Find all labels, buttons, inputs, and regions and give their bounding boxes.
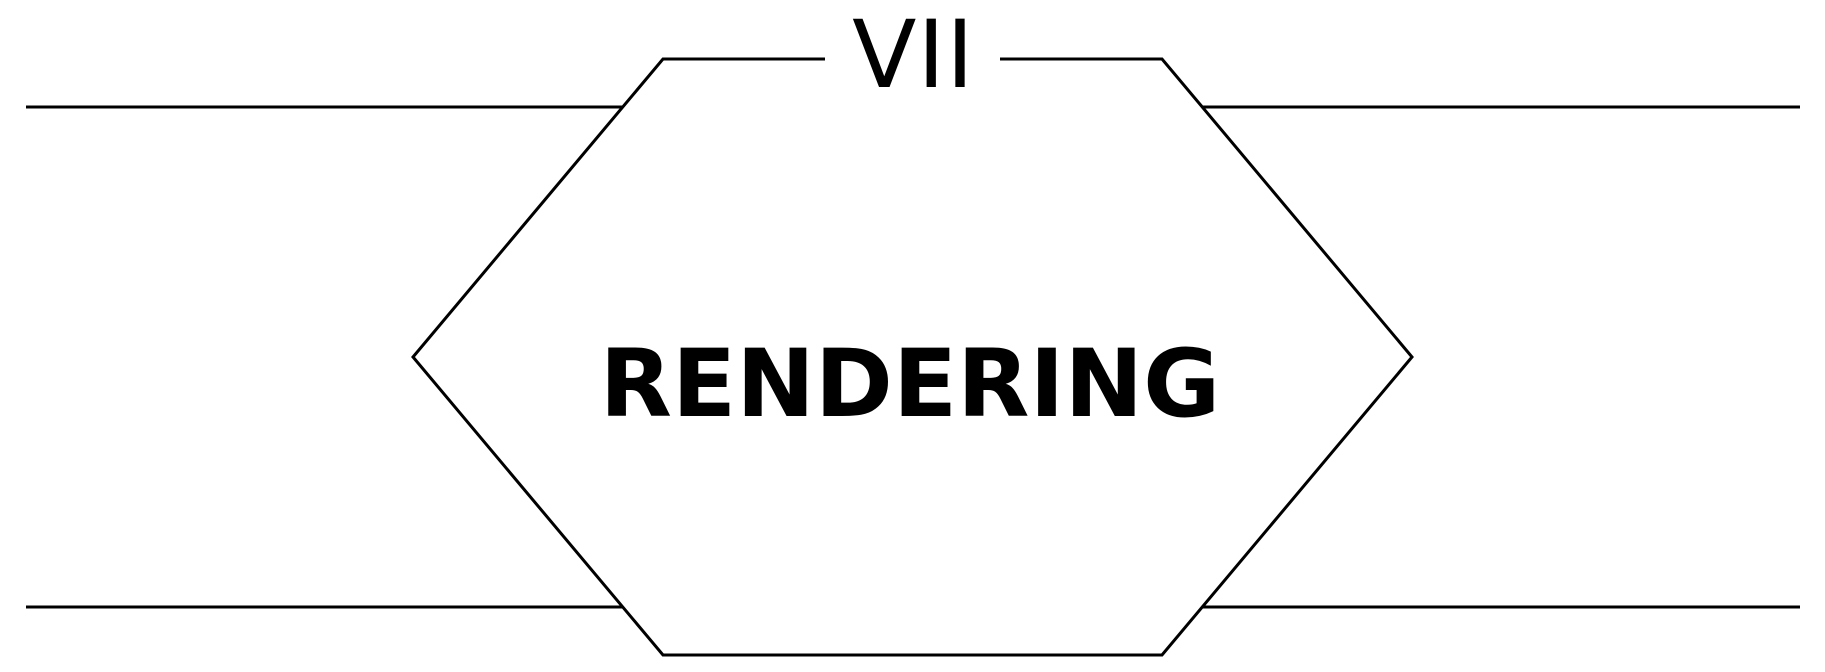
chapter-title: RENDERING xyxy=(599,330,1221,439)
chapter-number: VII xyxy=(852,1,975,110)
hexagon-outline xyxy=(411,57,1414,657)
